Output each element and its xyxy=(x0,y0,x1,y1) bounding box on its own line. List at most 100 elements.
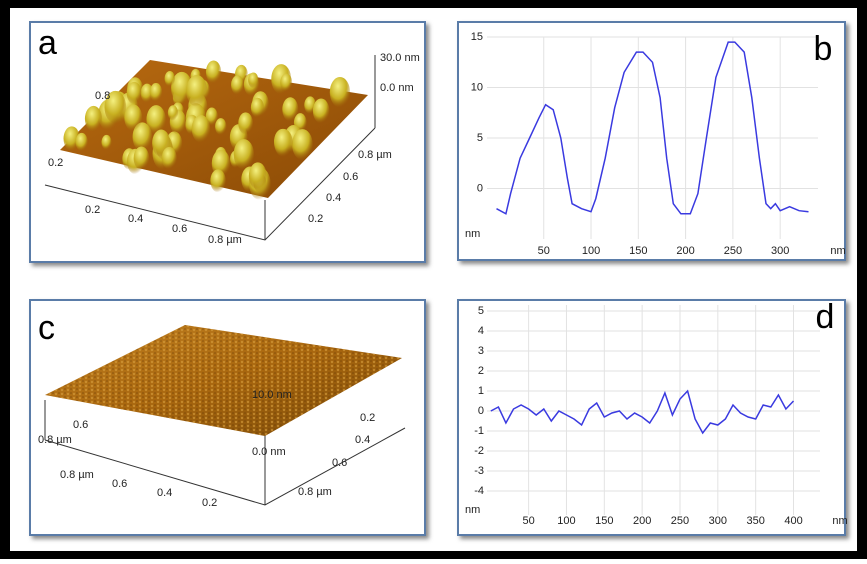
front-tick-label: 0.6 xyxy=(112,478,127,490)
bump xyxy=(250,97,265,118)
left-tick-label: 0.2 xyxy=(48,157,63,169)
bump xyxy=(149,83,163,102)
front-tick-label: 0.2 xyxy=(85,204,100,216)
bump xyxy=(186,74,208,107)
bump xyxy=(205,60,222,84)
y-tick-label: -1 xyxy=(474,425,484,437)
front-tick-label: 0.8 µm xyxy=(208,234,242,246)
panel-a: a 30.0 nm 0.0 nm 0.8 0.2 0.2 0.4 0.6 0.8… xyxy=(29,21,426,263)
right-tick-label: 0.8 µm xyxy=(298,486,332,498)
panel-frame xyxy=(457,299,846,536)
axis-box xyxy=(44,55,376,241)
front-tick-label: 0.4 xyxy=(128,213,143,225)
right-tick-label: 0.6 xyxy=(332,457,347,469)
x-tick-label: 350 xyxy=(746,515,764,527)
bump xyxy=(146,105,166,135)
panel-c: c 10.0 nm 0.0 nm 0.8 µm 0.6 0.8 µm 0.6 0… xyxy=(29,299,426,536)
panel-label: a xyxy=(38,24,57,62)
bump xyxy=(215,118,227,136)
profile-line xyxy=(490,389,795,435)
x-tick-label: 300 xyxy=(771,245,789,257)
bump xyxy=(238,112,253,135)
surface-texture xyxy=(45,325,402,436)
bump xyxy=(205,107,218,126)
y-tick-label: -2 xyxy=(474,445,484,457)
z-tick-label: 0.0 nm xyxy=(252,446,286,458)
bump xyxy=(233,139,254,170)
front-tick-label: 0.6 xyxy=(172,223,187,235)
z-tick-label: 30.0 nm xyxy=(380,52,420,64)
x-tick-label: 150 xyxy=(629,245,647,257)
x-axis-label: nm xyxy=(830,245,845,257)
x-tick-label: 100 xyxy=(557,515,575,527)
z-tick-label: 10.0 nm xyxy=(252,389,292,401)
x-tick-label: 200 xyxy=(633,515,651,527)
bump xyxy=(282,97,299,122)
x-axis-label: nm xyxy=(832,515,847,527)
bump xyxy=(312,98,330,124)
y-tick-label: 3 xyxy=(478,345,484,357)
bump xyxy=(133,146,150,170)
x-tick-label: 50 xyxy=(523,515,535,527)
y-tick-label: 1 xyxy=(478,385,484,397)
bump xyxy=(248,162,267,190)
panel-label: d xyxy=(816,298,835,336)
y-tick-label: -3 xyxy=(474,465,484,477)
x-tick-label: 200 xyxy=(676,245,694,257)
y-tick-label: 15 xyxy=(471,31,483,43)
z-tick-label: 0.0 nm xyxy=(380,82,414,94)
x-tick-label: 150 xyxy=(595,515,613,527)
panel-label: c xyxy=(38,309,55,347)
bump xyxy=(329,77,351,108)
panel-label: b xyxy=(814,30,833,68)
bump xyxy=(75,132,88,152)
bump xyxy=(84,105,103,132)
bump xyxy=(210,169,226,193)
right-tick-label: 0.2 xyxy=(308,213,323,225)
bump xyxy=(63,126,80,152)
x-tick-label: 100 xyxy=(582,245,600,257)
x-tick-label: 250 xyxy=(724,245,742,257)
bump xyxy=(274,128,293,157)
y-tick-label: 2 xyxy=(478,365,484,377)
x-tick-label: 50 xyxy=(538,245,550,257)
x-tick-label: 250 xyxy=(671,515,689,527)
axis-box xyxy=(44,390,406,506)
bump xyxy=(124,104,143,132)
bump xyxy=(280,73,293,92)
y-tick-label: 5 xyxy=(478,305,484,317)
y-tick-label: 10 xyxy=(471,81,483,93)
y-tick-label: -4 xyxy=(474,485,484,497)
x-tick-label: 400 xyxy=(784,515,802,527)
bump xyxy=(191,115,211,143)
bump xyxy=(101,134,112,150)
bump xyxy=(132,122,153,152)
right-tick-label: 0.2 xyxy=(360,412,375,424)
front-tick-label: 0.8 µm xyxy=(60,469,94,481)
y-tick-label: 0 xyxy=(478,405,484,417)
left-tick-label: 0.8 xyxy=(95,90,110,102)
surface-bumps xyxy=(63,60,351,200)
bump xyxy=(164,70,176,87)
left-tick-label: 0.8 µm xyxy=(38,434,72,446)
bump xyxy=(161,146,177,170)
right-tick-label: 0.4 xyxy=(326,192,341,204)
bump xyxy=(126,81,142,105)
panel-frame xyxy=(457,21,846,261)
bump xyxy=(292,129,313,161)
bump xyxy=(231,75,244,95)
y-tick-label: 5 xyxy=(477,132,483,144)
y-tick-label: 0 xyxy=(477,182,483,194)
bump xyxy=(248,72,259,89)
right-tick-label: 0.4 xyxy=(355,434,370,446)
bump xyxy=(167,105,179,121)
y-tick-label: 4 xyxy=(478,325,484,337)
front-tick-label: 0.4 xyxy=(157,487,172,499)
profile-line xyxy=(496,41,809,215)
front-tick-label: 0.2 xyxy=(202,497,217,509)
left-tick-label: 0.6 xyxy=(73,419,88,431)
bump xyxy=(140,83,154,103)
right-tick-label: 0.6 xyxy=(343,171,358,183)
y-axis-label: nm xyxy=(465,504,480,516)
